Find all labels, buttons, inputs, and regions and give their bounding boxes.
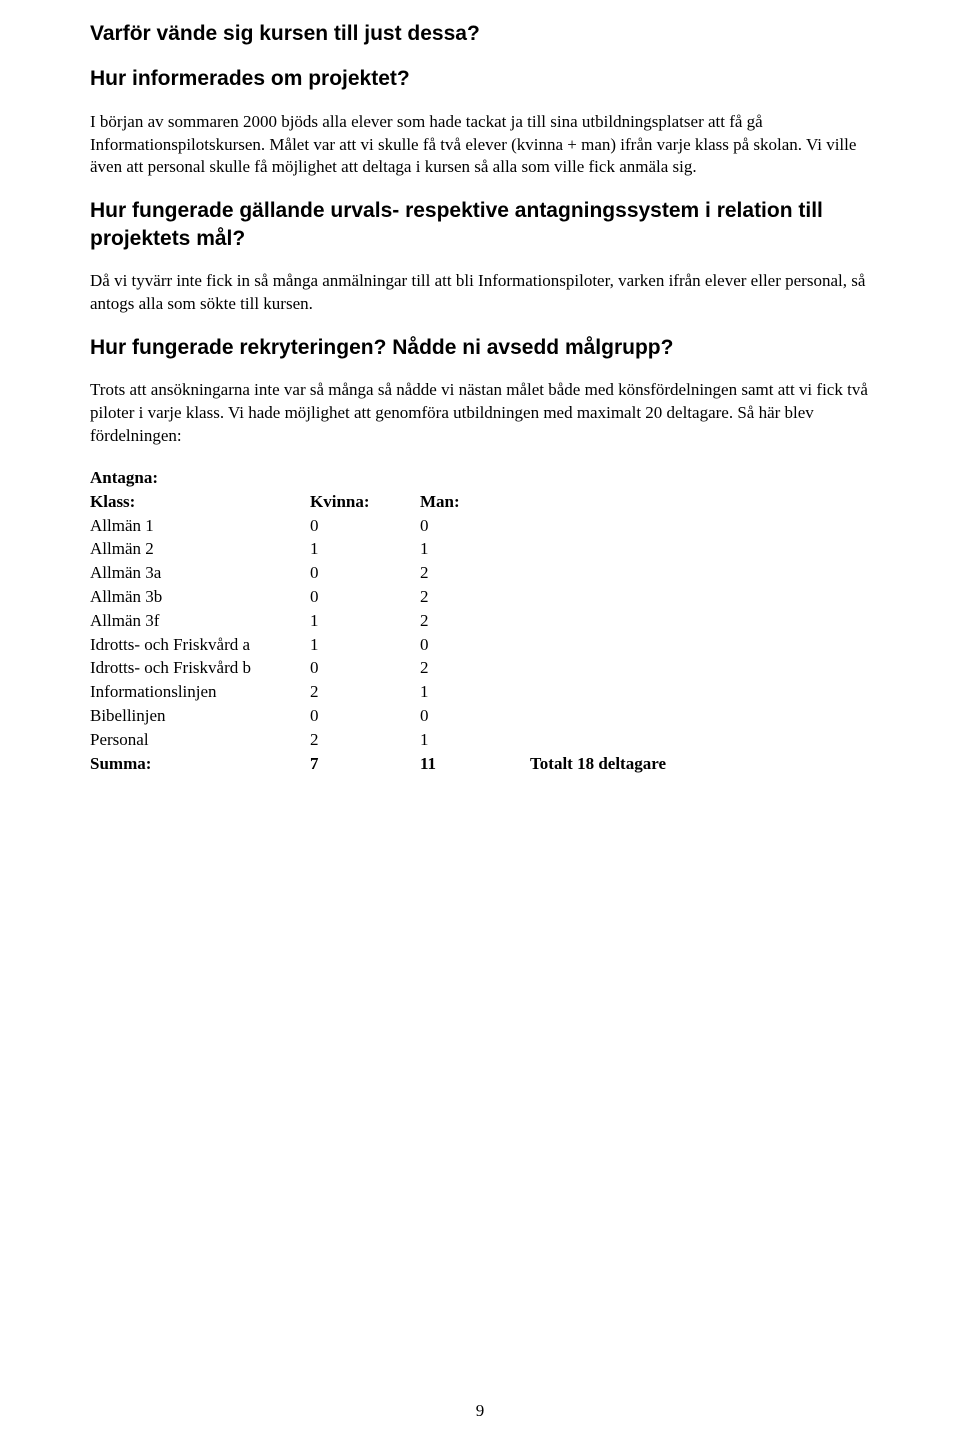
cell-kvinna: 2 (310, 728, 420, 752)
cell-klass: Idrotts- och Friskvård a (90, 633, 310, 657)
cell-man: 0 (420, 633, 530, 657)
sum-total: Totalt 18 deltagare (530, 752, 870, 776)
paragraph-informed: I början av sommaren 2000 bjöds alla ele… (90, 111, 870, 180)
cell-kvinna: 0 (310, 561, 420, 585)
table-row: Informationslinjen 2 1 (90, 680, 870, 704)
cell-kvinna: 0 (310, 585, 420, 609)
sum-kvinna: 7 (310, 752, 420, 776)
table-sum: Summa: 7 11 Totalt 18 deltagare (90, 752, 870, 776)
header-kvinna: Kvinna: (310, 490, 420, 514)
cell-kvinna: 0 (310, 514, 420, 538)
cell-man: 2 (420, 561, 530, 585)
table-row: Bibellinjen 0 0 (90, 704, 870, 728)
table-row: Allmän 3b 0 2 (90, 585, 870, 609)
table-row: Allmän 3f 1 2 (90, 609, 870, 633)
cell-kvinna: 1 (310, 537, 420, 561)
cell-klass: Allmän 3a (90, 561, 310, 585)
cell-man: 1 (420, 680, 530, 704)
cell-kvinna: 1 (310, 609, 420, 633)
antagna-table: Antagna: Klass: Kvinna: Man: Allmän 1 0 … (90, 466, 870, 775)
cell-klass: Bibellinjen (90, 704, 310, 728)
header-klass: Klass: (90, 490, 310, 514)
paragraph-selection: Då vi tyvärr inte fick in så många anmäl… (90, 270, 870, 316)
table-row: Allmän 3a 0 2 (90, 561, 870, 585)
sum-label: Summa: (90, 752, 310, 776)
cell-man: 2 (420, 585, 530, 609)
cell-man: 1 (420, 728, 530, 752)
cell-man: 0 (420, 514, 530, 538)
cell-klass: Allmän 2 (90, 537, 310, 561)
cell-klass: Allmän 3b (90, 585, 310, 609)
table-row: Allmän 2 1 1 (90, 537, 870, 561)
cell-klass: Informationslinjen (90, 680, 310, 704)
cell-klass: Idrotts- och Friskvård b (90, 656, 310, 680)
page: Varför vände sig kursen till just dessa?… (0, 0, 960, 1451)
cell-man: 2 (420, 656, 530, 680)
table-row: Allmän 1 0 0 (90, 514, 870, 538)
cell-klass: Allmän 3f (90, 609, 310, 633)
cell-man: 1 (420, 537, 530, 561)
cell-man: 0 (420, 704, 530, 728)
table-header: Klass: Kvinna: Man: (90, 490, 870, 514)
cell-man: 2 (420, 609, 530, 633)
heading-informed: Hur informerades om projektet? (90, 65, 870, 92)
table-row: Idrotts- och Friskvård a 1 0 (90, 633, 870, 657)
heading-selection: Hur fungerade gällande urvals- respektiv… (90, 197, 870, 252)
cell-kvinna: 0 (310, 704, 420, 728)
table-row: Idrotts- och Friskvård b 0 2 (90, 656, 870, 680)
cell-kvinna: 1 (310, 633, 420, 657)
header-man: Man: (420, 490, 530, 514)
page-number: 9 (0, 1401, 960, 1421)
table-title: Antagna: (90, 466, 310, 490)
cell-klass: Personal (90, 728, 310, 752)
heading-recruitment: Hur fungerade rekryteringen? Nådde ni av… (90, 334, 870, 361)
heading-why: Varför vände sig kursen till just dessa? (90, 20, 870, 47)
cell-kvinna: 2 (310, 680, 420, 704)
cell-kvinna: 0 (310, 656, 420, 680)
paragraph-recruitment: Trots att ansökningarna inte var så mång… (90, 379, 870, 448)
table-row: Personal 2 1 (90, 728, 870, 752)
sum-man: 11 (420, 752, 530, 776)
cell-klass: Allmän 1 (90, 514, 310, 538)
